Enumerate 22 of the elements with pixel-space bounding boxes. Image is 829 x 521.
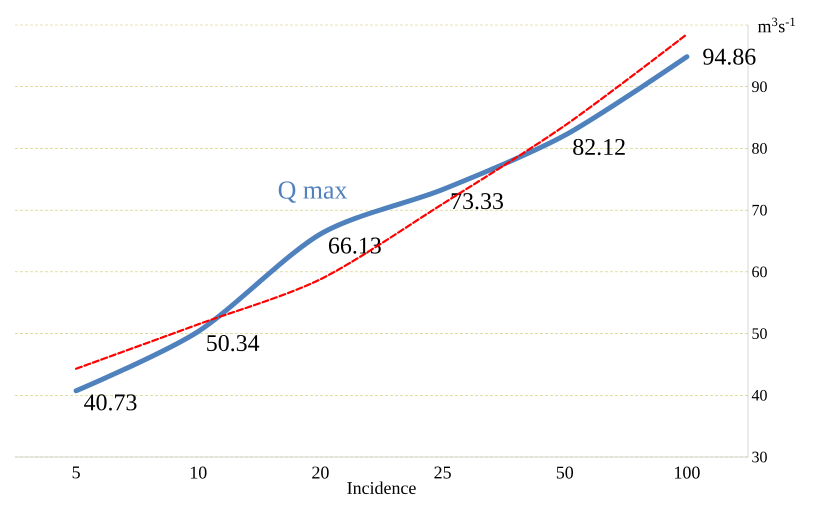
y-tick-label: 50 (752, 328, 767, 339)
y-axis-title: m$^{3}$s$^{-1}$ (758, 18, 795, 32)
x-tick-label: 20 (312, 466, 329, 479)
x-tick-label: 5 (72, 466, 80, 478)
x-tick-label: 100 (675, 466, 700, 479)
y-tick-label: 70 (752, 204, 767, 216)
data-label: 40.73 (84, 394, 136, 411)
y-tick-label: 40 (752, 390, 767, 401)
data-label: 50.34 (207, 334, 260, 352)
x-tick-label: 10 (190, 466, 207, 479)
data-label: 73.33 (452, 193, 503, 210)
y-tick-label: 90 (752, 81, 767, 92)
data-label: 82.12 (573, 138, 625, 156)
y-tick-label: 60 (752, 266, 767, 278)
y-tick-label: 30 (752, 452, 767, 462)
x-axis-title: Incidence (347, 481, 416, 494)
y-tick-label: 80 (752, 143, 767, 154)
x-tick-label: 25 (434, 466, 451, 479)
x-tick-label: 50 (556, 466, 574, 479)
series-label: Q max (278, 181, 348, 203)
data-label: 94.86 (703, 48, 756, 65)
data-label: 66.13 (328, 238, 381, 254)
